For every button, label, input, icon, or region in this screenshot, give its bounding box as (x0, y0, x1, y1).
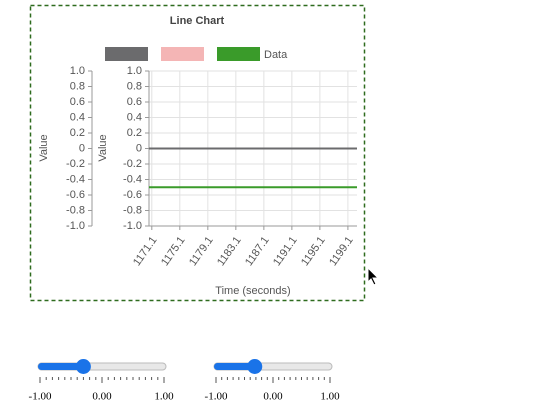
y2-tick-label: -0.2 (66, 158, 85, 170)
legend-swatch[interactable] (105, 47, 148, 61)
y2-axis-label: Value (38, 134, 50, 161)
y2-tick-label: -0.4 (66, 173, 85, 185)
x-tick-label: 1191.1 (271, 235, 300, 269)
y-tick-label: -1.0 (123, 220, 142, 232)
x-tick-label: 1195.1 (299, 235, 328, 269)
slider-fill (214, 363, 255, 370)
mouse-cursor (367, 266, 380, 286)
y-tick-label: 0.6 (127, 96, 142, 108)
y-tick-label: -0.6 (123, 189, 142, 201)
x-tick-label: 1187.1 (243, 235, 272, 269)
x-tick-label: 1175.1 (159, 235, 188, 269)
slider-label: 0.00 (263, 391, 283, 403)
x-tick-label: 1183.1 (215, 235, 244, 269)
slider-thumb[interactable] (247, 359, 263, 374)
y2-tick-label: 0.4 (70, 111, 85, 123)
chart-title: Line Chart (170, 15, 225, 27)
y2-tick-label: 1.0 (70, 65, 85, 77)
slider-thumb[interactable] (75, 359, 91, 374)
y-axis-label: Value (97, 134, 109, 161)
slider-label: 0.00 (92, 391, 112, 403)
y-tick-label: -0.4 (123, 173, 142, 185)
y-tick-label: 1.0 (127, 65, 142, 77)
legend-label: Data (264, 49, 288, 61)
y2-tick-label: -0.6 (66, 189, 85, 201)
y2-tick-label: -0.8 (66, 204, 85, 216)
x-tick-label: 1199.1 (327, 235, 356, 269)
y-tick-label: -0.8 (123, 204, 142, 216)
y-tick-label: 0.4 (127, 111, 142, 123)
slider-label: 1.00 (154, 391, 174, 403)
legend-swatch[interactable] (161, 47, 204, 61)
y2-tick-label: -1.0 (66, 220, 85, 232)
y2-tick-label: 0.6 (70, 96, 85, 108)
y2-tick-label: 0.8 (70, 80, 85, 92)
y-tick-label: 0 (136, 142, 142, 154)
slider-label: -1.00 (29, 391, 52, 403)
y2-tick-label: 0.2 (70, 127, 85, 139)
y-tick-label: -0.2 (123, 158, 142, 170)
x-tick-label: 1179.1 (187, 235, 216, 269)
x-tick-label: 1171.1 (131, 235, 160, 269)
x-axis-label: Time (seconds) (215, 285, 290, 297)
slider-fill (38, 363, 84, 370)
slider-label: 1.00 (320, 391, 340, 403)
y-tick-label: 0.8 (127, 80, 142, 92)
y2-tick-label: 0 (79, 142, 85, 154)
legend-swatch[interactable] (217, 47, 260, 61)
slider-label: -1.00 (205, 391, 228, 403)
y-tick-label: 0.2 (127, 127, 142, 139)
